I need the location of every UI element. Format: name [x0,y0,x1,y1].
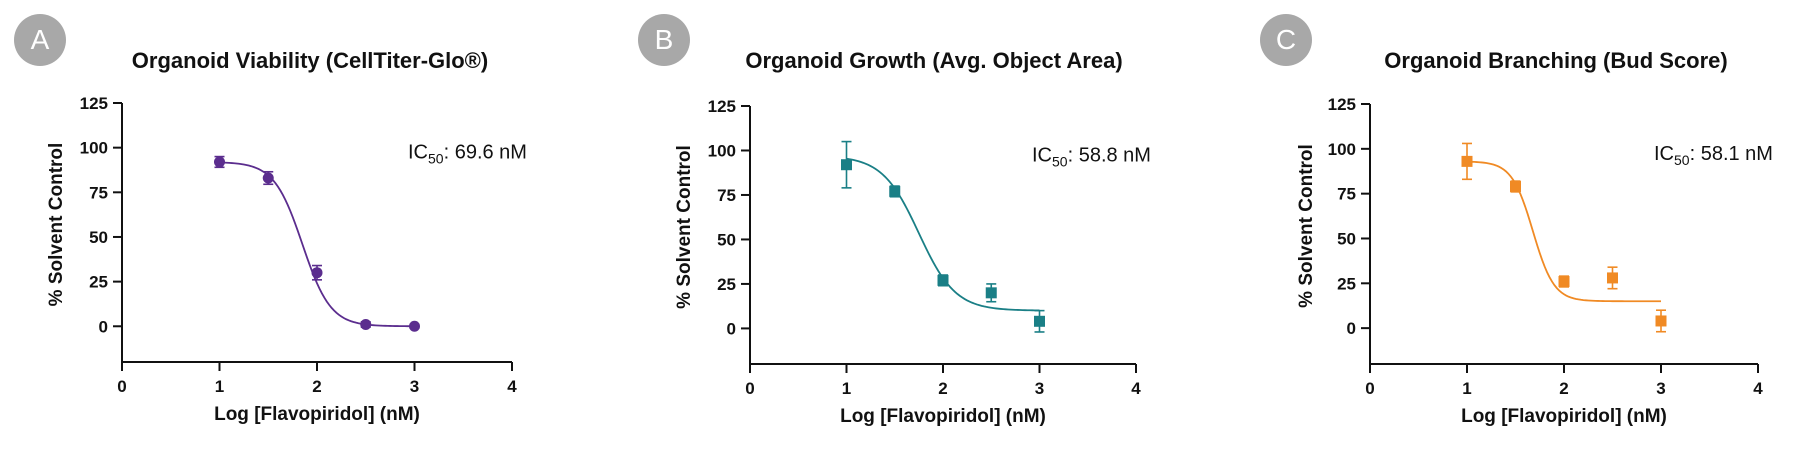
chart-a: 0 25 50 75 100 125 0 1 2 3 4 Log [Flavopiridol] (nM… [46,94,527,425]
data-point [1034,315,1045,327]
fit-curve [1466,160,1661,303]
data-point [409,320,420,332]
data-point [1510,180,1521,192]
panel-b: B Organoid Growth (Avg. Object Area) 0 25… [628,0,1228,464]
chart-b: 0 25 50 75 100 125 0 1 2 3 4 Log [Flavopiridol] (nM… [674,97,1151,427]
y-tick-label: 50 [717,230,736,249]
y-tick-label: 125 [708,97,736,116]
y-tick-label: 0 [1347,319,1356,338]
panel-label-badge: C [1260,14,1312,66]
y-tick-label: 0 [99,317,108,336]
y-tick-label: 100 [1328,140,1356,159]
data-point [937,274,949,286]
panel-label-badge: B [638,14,690,66]
fit-curve [846,157,1040,312]
data-point [311,267,323,279]
data-point [262,172,274,184]
x-tick-label: 1 [842,379,851,398]
y-tick-label: 100 [708,141,736,160]
data-point [1607,272,1618,284]
data-point [360,318,372,330]
x-axis-title: Log [Flavopiridol] (nM) [1461,406,1667,427]
y-axis-title: % Solvent Control [1296,144,1317,308]
y-tick-label: 75 [1337,185,1356,204]
data-point [214,156,225,168]
y-tick-label: 75 [89,183,108,202]
ic50-annotation: IC50: 58.8 nM [1032,144,1151,169]
x-axis-title: Log [Flavopiridol] (nM) [840,406,1046,427]
y-tick-label: 25 [89,273,108,292]
x-tick-label: 4 [1753,379,1763,398]
y-tick-label: 25 [1337,274,1356,293]
x-tick-label: 1 [1462,379,1471,398]
x-tick-label: 3 [410,377,419,396]
chart-c: 0 25 50 75 100 125 0 1 2 3 4 Log [Flavopiridol] (nM… [1296,95,1773,427]
ic50-annotation: IC50: 69.6 nM [408,142,527,167]
x-tick-label: 0 [1365,379,1374,398]
y-tick-label: 125 [1328,95,1356,114]
panel-c: C Organoid Branching (Bud Score) 0 25 50 75… [1250,0,1800,464]
x-tick-label: 0 [117,377,126,396]
x-tick-label: 0 [745,379,754,398]
y-tick-label: 50 [89,228,108,247]
chart-title: Organoid Growth (Avg. Object Area) [745,48,1123,73]
y-tick-label: 75 [717,186,736,205]
y-axis-title: % Solvent Control [674,145,695,309]
x-tick-label: 3 [1656,379,1665,398]
data-point [985,287,997,299]
panel-label-badge: A [14,14,66,66]
ic50-annotation: IC50: 58.1 nM [1654,143,1773,168]
x-tick-label: 4 [507,377,517,396]
chart-title: Organoid Branching (Bud Score) [1384,48,1728,73]
data-point [1655,315,1667,327]
y-tick-label: 100 [80,139,108,158]
chart-title: Organoid Viability (CellTiter-Glo®) [131,48,489,73]
data-point [1558,276,1570,288]
x-tick-label: 4 [1131,379,1141,398]
y-tick-label: 25 [717,275,736,294]
x-tick-label: 3 [1035,379,1044,398]
y-tick-label: 0 [727,319,736,338]
x-tick-label: 2 [312,377,321,396]
data-point [1461,155,1473,167]
x-tick-label: 1 [215,377,224,396]
x-tick-label: 2 [1559,379,1568,398]
y-tick-label: 125 [80,94,108,113]
x-tick-label: 2 [938,379,947,398]
y-axis-title: % Solvent Control [46,143,67,307]
data-point [889,185,901,197]
x-axis-title: Log [Flavopiridol] (nM) [214,404,420,425]
panel-a: A Organoid Viability (CellTiter-Glo®) 0 2… [0,0,600,464]
fit-curve [219,161,415,328]
y-tick-label: 50 [1337,229,1356,248]
data-point [841,159,852,171]
